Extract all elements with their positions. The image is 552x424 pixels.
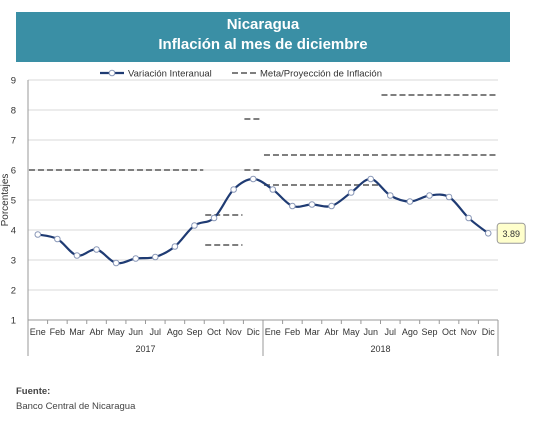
data-point — [191, 222, 198, 229]
x-tick-label: Oct — [442, 327, 457, 337]
x-tick-label: Oct — [207, 327, 222, 337]
data-point — [308, 201, 316, 208]
x-tick-label: Ene — [265, 327, 281, 337]
data-point — [367, 175, 375, 183]
y-tick-label: 4 — [11, 226, 16, 237]
x-tick-label: Feb — [285, 327, 301, 337]
data-point — [93, 246, 100, 253]
data-point — [406, 198, 414, 205]
data-point — [210, 214, 218, 222]
legend-series-label: Variación Interanual — [128, 69, 212, 80]
data-point — [73, 252, 81, 259]
chart-title-country: Nicaragua — [226, 16, 300, 33]
data-point — [328, 202, 335, 210]
legend-target-label: Meta/Proyección de Inflación — [260, 69, 382, 80]
y-tick-label: 7 — [11, 136, 16, 147]
x-tick-label: May — [343, 327, 361, 337]
x-tick-label: Ago — [167, 327, 183, 337]
y-tick-label: 6 — [11, 166, 16, 177]
source-label: Fuente: — [16, 386, 51, 397]
last-value-label: 3.89 — [502, 229, 520, 239]
data-point — [132, 255, 140, 262]
x-tick-label: Jul — [385, 327, 397, 337]
x-tick-label: May — [108, 327, 126, 337]
x-tick-label: Ene — [30, 327, 46, 337]
title-banner: Nicaragua Inflación al mes de diciembre — [16, 12, 510, 62]
data-point — [230, 186, 237, 193]
x-tick-label: Jul — [150, 327, 162, 337]
x-tick-label: Nov — [461, 327, 478, 337]
data-point — [269, 186, 277, 193]
x-tick-label: Sep — [421, 327, 437, 337]
x-tick-label: Dic — [247, 327, 260, 337]
source-text: Banco Central de Nicaragua — [16, 401, 136, 412]
data-point — [445, 193, 453, 201]
x-tick-label: Ago — [402, 327, 418, 337]
data-point — [34, 231, 42, 238]
data-point — [484, 230, 492, 237]
x-tick-label: Mar — [69, 327, 85, 337]
y-tick-label: 3 — [11, 256, 16, 267]
data-point — [426, 192, 433, 199]
y-tick-label: 5 — [11, 196, 16, 207]
data-point — [289, 202, 296, 210]
group-label: 2017 — [135, 344, 155, 354]
data-point — [465, 214, 472, 222]
data-point — [54, 235, 61, 243]
x-tick-label: Dic — [482, 327, 495, 337]
series-line — [37, 177, 489, 265]
data-point — [151, 253, 159, 261]
x-tick-label: Sep — [186, 327, 202, 337]
x-tick-label: Jun — [128, 327, 143, 337]
x-tick-label: Nov — [226, 327, 243, 337]
y-tick-label: 2 — [11, 286, 16, 297]
last-value-box — [496, 222, 526, 244]
data-point — [386, 192, 394, 199]
data-point — [171, 243, 179, 250]
x-tick-label: Feb — [50, 327, 66, 337]
y-tick-label: 9 — [11, 76, 16, 87]
data-point — [347, 189, 355, 196]
x-tick-label: Abr — [325, 327, 339, 337]
x-tick-label: Mar — [304, 327, 320, 337]
x-tick-label: Abr — [90, 327, 104, 337]
group-label: 2018 — [370, 344, 390, 354]
chart-title-subtitle: Inflación al mes de diciembre — [158, 36, 368, 53]
legend-series-marker — [108, 69, 116, 77]
y-tick-label: 1 — [11, 316, 16, 327]
source-note: Fuente: Banco Central de Nicaragua — [16, 386, 135, 412]
x-tick-label: Jun — [363, 327, 378, 337]
y-axis-label: Porcentajes — [0, 174, 11, 227]
data-point — [112, 259, 120, 267]
data-point — [249, 175, 257, 183]
y-tick-label: 8 — [11, 106, 16, 117]
